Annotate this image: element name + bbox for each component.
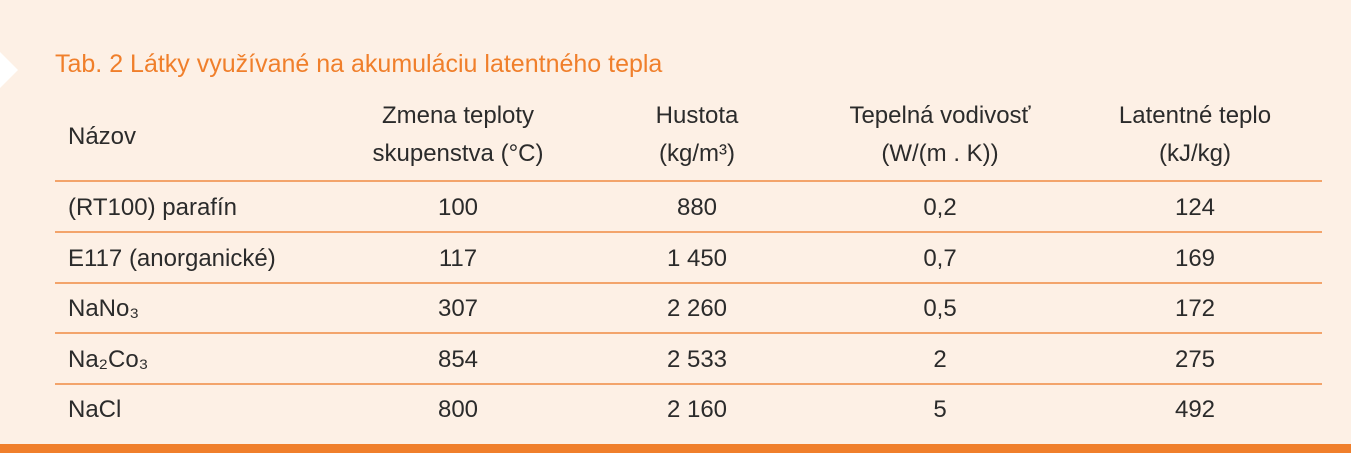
- table-cell: 275: [1174, 345, 1216, 373]
- table-cell: 100: [437, 194, 479, 221]
- table-cell: (RT100) parafín: [68, 194, 237, 221]
- row-rule: [55, 332, 1322, 334]
- table-cell: Na₂Co₃: [68, 345, 149, 373]
- header-cell: skupenstva (°C): [372, 140, 544, 167]
- row-rule: [55, 383, 1322, 385]
- header-cell: Zmena teploty: [381, 102, 535, 129]
- table-cell: 0,7: [923, 244, 957, 272]
- table-cell: 2 260: [666, 295, 728, 322]
- header-cell: Hustota: [655, 102, 739, 129]
- table-cell: 0,2: [923, 194, 957, 221]
- table-cell: 117: [438, 244, 478, 272]
- table-cell: 124: [1174, 194, 1216, 221]
- table-cell: 5: [933, 396, 947, 423]
- notch: [0, 52, 18, 88]
- table-cell: 2 533: [666, 345, 728, 373]
- row-rule: [55, 282, 1322, 284]
- header-cell: (kg/m³): [659, 140, 735, 167]
- row-rule: [55, 231, 1322, 233]
- table-cell: NaNo₃: [68, 295, 140, 322]
- header-cell: Názov: [68, 123, 137, 150]
- panel: [0, 0, 1351, 446]
- header-cell: (kJ/kg): [1159, 140, 1231, 167]
- header-cell: (W/(m . K)): [881, 140, 999, 167]
- table-cell: 0,5: [923, 295, 957, 322]
- table-cell: 854: [437, 345, 479, 373]
- table-title: Tab. 2 Látky využívané na akumuláciu lat…: [55, 50, 663, 78]
- table-cell: 172: [1174, 295, 1216, 322]
- header-cell: Tepelná vodivosť: [849, 102, 1031, 129]
- table-cell: 2 160: [666, 396, 728, 423]
- table-cell: 307: [437, 295, 479, 322]
- table-cell: E117 (anorganické): [68, 244, 276, 272]
- table-cell: 880: [676, 194, 718, 221]
- table-cell: 1 450: [666, 244, 728, 272]
- table-cell: 800: [437, 396, 479, 423]
- row-rule: [55, 180, 1322, 182]
- table-cell: NaCl: [68, 396, 122, 423]
- table-cell: 2: [933, 345, 947, 373]
- table-cell: 492: [1174, 396, 1216, 423]
- bottom-bar: [0, 444, 1351, 453]
- header-cell: Latentné teplo: [1118, 102, 1272, 129]
- table-cell: 169: [1174, 244, 1216, 272]
